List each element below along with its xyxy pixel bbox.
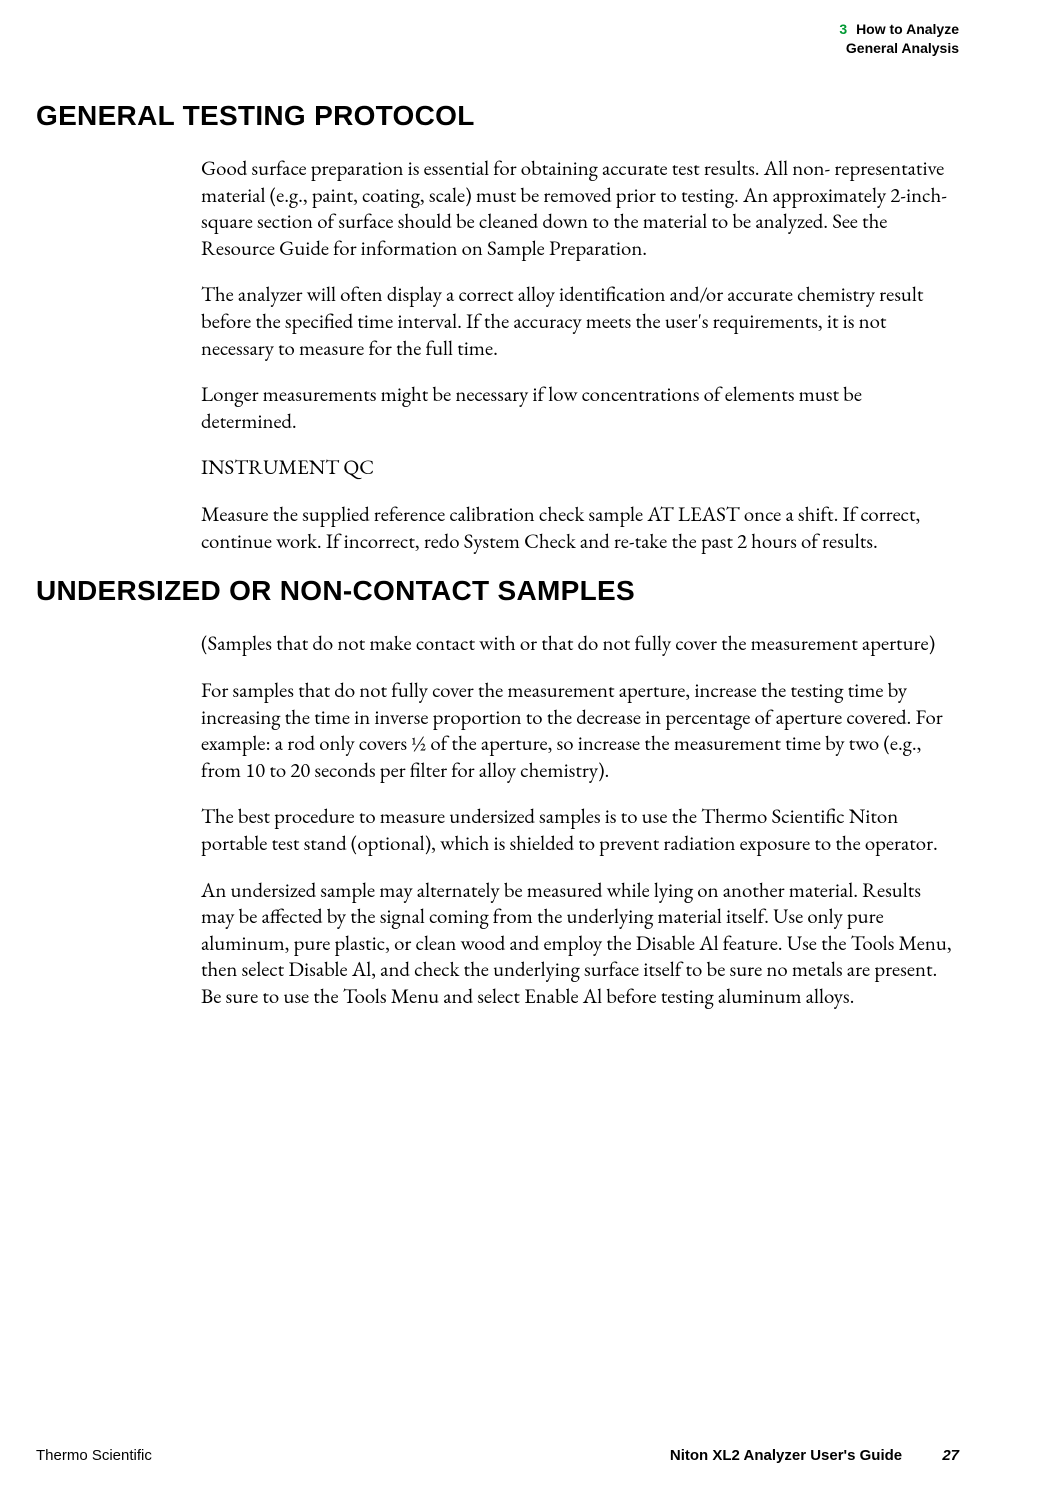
running-header: 3 How to Analyze General Analysis [839, 20, 959, 58]
content-area: GENERAL TESTING PROTOCOL Good surface pr… [36, 100, 956, 1031]
body-paragraph: An undersized sample may alternately be … [201, 878, 956, 1011]
body-paragraph: The best procedure to measure undersized… [201, 804, 956, 857]
body-paragraph: The analyzer will often display a correc… [201, 282, 956, 362]
chapter-title: How to Analyze [856, 21, 959, 37]
body-paragraph: (Samples that do not make contact with o… [201, 631, 956, 658]
body-paragraph: Good surface preparation is essential fo… [201, 156, 956, 262]
section-title: General Analysis [839, 40, 959, 58]
section-heading-general-testing: GENERAL TESTING PROTOCOL [36, 100, 956, 132]
section-heading-undersized-samples: UNDERSIZED OR NON-CONTACT SAMPLES [36, 575, 956, 607]
page: 3 How to Analyze General Analysis GENERA… [0, 0, 1049, 1506]
body-paragraph: Measure the supplied reference calibrati… [201, 502, 956, 555]
footer-page-number: 27 [942, 1447, 959, 1464]
footer-company: Thermo Scientific [36, 1447, 152, 1464]
chapter-number: 3 [839, 21, 847, 37]
body-paragraph: For samples that do not fully cover the … [201, 678, 956, 784]
footer-doc-title: Niton XL2 Analyzer User's Guide [670, 1447, 902, 1464]
footer-right-group: Niton XL2 Analyzer User's Guide 27 [670, 1447, 959, 1464]
section-body-general-testing: Good surface preparation is essential fo… [201, 156, 956, 555]
body-paragraph: INSTRUMENT QC [201, 455, 956, 482]
header-line-1: 3 How to Analyze [839, 20, 959, 40]
body-paragraph: Longer measurements might be necessary i… [201, 382, 956, 435]
section-body-undersized-samples: (Samples that do not make contact with o… [201, 631, 956, 1010]
